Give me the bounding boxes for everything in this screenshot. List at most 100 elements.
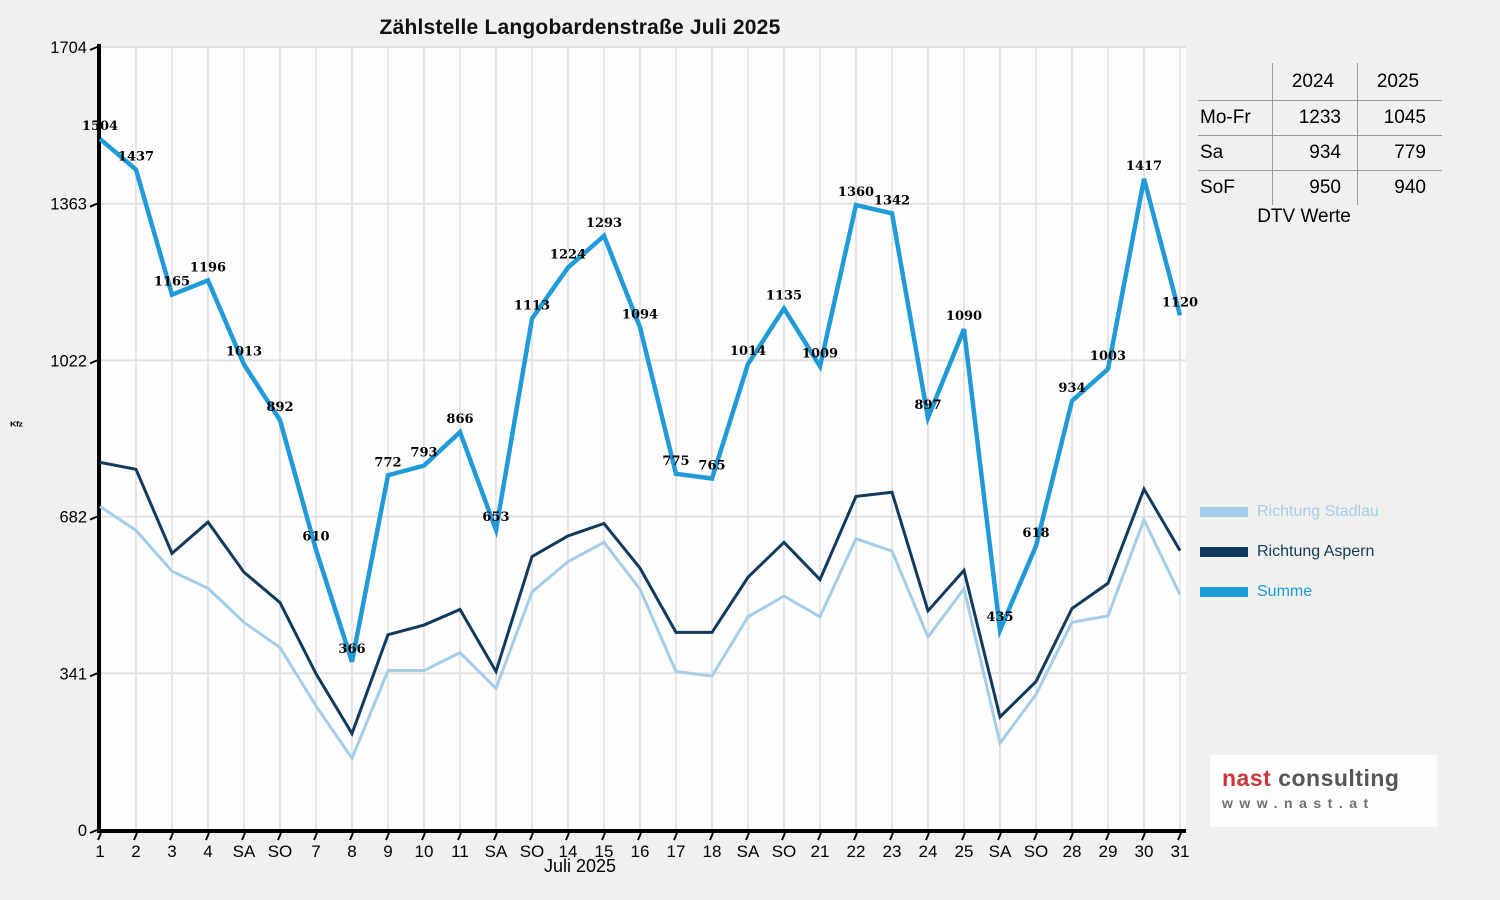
legend-item-summe: Summe [1200,572,1379,612]
data-label: 618 [1022,526,1049,541]
x-tick [1069,832,1074,841]
x-tick [1105,832,1110,841]
logo-url: www.nast.at [1222,795,1375,811]
data-label: 1360 [838,185,874,200]
row-label-mofr: Mo-Fr [1198,100,1273,136]
legend-label-aspern: Richtung Aspern [1257,543,1375,560]
x-tick [925,832,930,841]
row-label-sa: Sa [1198,135,1273,171]
x-tick [637,832,642,841]
y-tick [89,515,98,521]
x-tick [961,832,966,841]
legend-item-stadlau: Richtung Stadlau [1200,492,1379,532]
x-tick [1141,832,1146,841]
x-tick-label: 30 [1135,842,1154,861]
data-label: 1135 [766,288,802,303]
data-label: 653 [482,510,509,525]
data-label: 610 [302,530,329,545]
cell-sof-2024: 950 [1272,170,1358,205]
data-label: 366 [338,642,365,657]
x-tick [313,832,318,841]
x-tick-label: 8 [347,842,356,861]
x-tick [565,832,570,841]
x-tick [997,832,1002,841]
x-tick-label: 28 [1063,842,1082,861]
x-tick-label: SO [268,842,293,861]
dtv-table-corner-cell [1198,63,1273,101]
cell-mofr-2025: 1045 [1357,100,1442,136]
x-tick [781,832,786,841]
table-row: SoF 950 940 [1198,170,1442,205]
x-tick [529,832,534,841]
x-tick-label: 2 [131,842,140,861]
cell-sof-2025: 940 [1357,170,1442,205]
data-label: 765 [698,458,725,473]
x-tick [241,832,246,841]
x-tick-label: 14 [559,842,578,861]
data-label: 1293 [586,216,622,231]
x-tick-label: 9 [383,842,392,861]
cell-mofr-2024: 1233 [1272,100,1358,136]
x-tick-label: SO [772,842,797,861]
x-tick-label: 4 [203,842,212,861]
x-tick-label: 23 [883,842,902,861]
y-tick [89,672,98,678]
x-tick [745,832,750,841]
x-tick-label: 15 [595,842,614,861]
y-tick [89,46,98,51]
data-label: 1113 [514,299,550,314]
x-tick-label: 25 [955,842,974,861]
x-tick-label: SO [520,842,545,861]
data-label: 775 [662,454,689,469]
legend-label-summe: Summe [1257,583,1313,600]
series-line-summe [98,137,1183,663]
dtv-table-col-2024: 2024 [1272,63,1358,101]
x-tick-label: 24 [919,842,938,861]
data-label: 1196 [190,260,226,275]
data-label: 1009 [802,346,838,361]
x-tick [385,832,390,841]
y-tick-label: 1022 [50,352,87,370]
nast-logo: nast consulting www.nast.at [1210,755,1437,827]
y-tick-label: 0 [78,822,87,840]
data-label: 1165 [154,275,190,290]
x-tick-label: 11 [451,842,469,861]
legend-item-aspern: Richtung Aspern [1200,532,1379,572]
data-label: 1003 [1090,349,1126,364]
data-label: 1224 [550,248,586,263]
legend: Richtung Stadlau Richtung Aspern Summe [1200,492,1379,612]
dtv-table-col-2025: 2025 [1357,63,1442,101]
y-tick [89,202,98,208]
x-tick [817,832,822,841]
x-tick-label: 10 [415,842,434,861]
x-tick-label: 1 [95,842,104,861]
data-label: 1090 [946,309,982,324]
x-tick-label: SO [1024,842,1049,861]
x-tick [493,832,498,841]
data-label: 1013 [226,345,262,360]
data-label: 866 [446,412,473,427]
x-tick-label: 31 [1171,842,1190,861]
x-axis-label: Juli 2025 [543,856,617,876]
x-tick-label: 21 [811,842,830,861]
cell-sa-2024: 934 [1272,135,1358,171]
x-tick-label: 18 [703,842,722,861]
data-label: 793 [410,446,437,461]
dtv-table: 2024 2025 Mo-Fr 1233 1045 Sa 934 779 SoF… [1198,63,1442,205]
dtv-table-header-row: 2024 2025 [1198,63,1442,101]
row-label-sof: SoF [1200,177,1235,198]
y-tick-label: 682 [59,509,87,527]
x-tick [277,832,282,841]
x-tick-label: 17 [667,842,686,861]
y-axis-title: Kfz [10,419,23,429]
stadlau-swatch-icon [1200,507,1248,517]
data-label: 934 [1058,381,1085,396]
data-label: 1014 [730,344,766,359]
table-row: Mo-Fr 1233 1045 [1198,100,1442,136]
x-tick [853,832,858,841]
data-label: 1437 [118,150,154,165]
x-tick-label: 22 [847,842,866,861]
series-line-richtung-aspern [99,460,1182,737]
data-label: 772 [374,455,401,470]
